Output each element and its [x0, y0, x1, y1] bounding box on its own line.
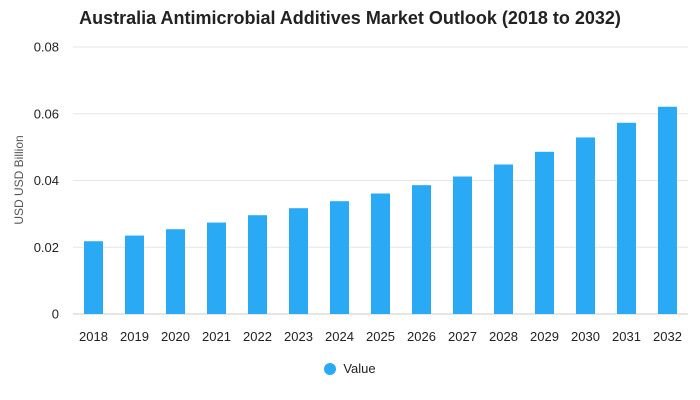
x-tick-label: 2030	[571, 329, 600, 344]
chart-title: Australia Antimicrobial Additives Market…	[79, 8, 621, 28]
bar-2032[interactable]	[658, 106, 677, 315]
legend-label: Value	[343, 361, 376, 376]
bar-2027[interactable]	[453, 176, 472, 314]
bar-2029[interactable]	[535, 151, 554, 314]
bar-2026[interactable]	[412, 185, 431, 314]
x-tick-label: 2028	[489, 329, 518, 344]
x-tick-label: 2029	[530, 329, 559, 344]
bars	[84, 106, 677, 315]
x-tick-label: 2032	[653, 329, 682, 344]
bar-2020[interactable]	[166, 229, 185, 314]
bar-2025[interactable]	[371, 193, 390, 314]
y-tick-label: 0.02	[34, 240, 59, 255]
y-tick-label: 0.06	[34, 106, 59, 121]
x-tick-label: 2024	[325, 329, 354, 344]
x-tick-label: 2026	[407, 329, 436, 344]
y-axis-title: USD USD Billion	[12, 135, 26, 224]
legend[interactable]: Value	[0, 361, 700, 376]
bar-2031[interactable]	[617, 122, 636, 314]
x-tick-label: 2031	[612, 329, 641, 344]
x-axis-ticks: 2018 2019 2020 2021 2022 2023 2024 2025 2026 2027…	[79, 329, 682, 344]
y-tick-label: 0.04	[34, 173, 59, 188]
bar-2030[interactable]	[576, 137, 595, 314]
legend-marker	[324, 362, 337, 375]
x-tick-label: 2022	[243, 329, 272, 344]
x-tick-label: 2023	[284, 329, 313, 344]
x-tick-label: 2025	[366, 329, 395, 344]
bar-2021[interactable]	[207, 222, 226, 314]
bar-2028[interactable]	[494, 164, 513, 314]
bar-2024[interactable]	[330, 201, 349, 314]
bar-2018[interactable]	[84, 241, 103, 314]
x-tick-label: 2018	[79, 329, 108, 344]
y-axis-ticks: 0 0.02 0.04 0.06 0.08	[34, 40, 59, 322]
x-tick-label: 2027	[448, 329, 477, 344]
bar-2023[interactable]	[289, 208, 308, 314]
bar-2022[interactable]	[248, 215, 267, 314]
y-tick-label: 0	[52, 307, 59, 322]
x-tick-label: 2020	[161, 329, 190, 344]
x-tick-label: 2021	[202, 329, 231, 344]
x-tick-label: 2019	[120, 329, 149, 344]
y-tick-label: 0.08	[34, 40, 59, 55]
bar-2019[interactable]	[125, 235, 144, 314]
